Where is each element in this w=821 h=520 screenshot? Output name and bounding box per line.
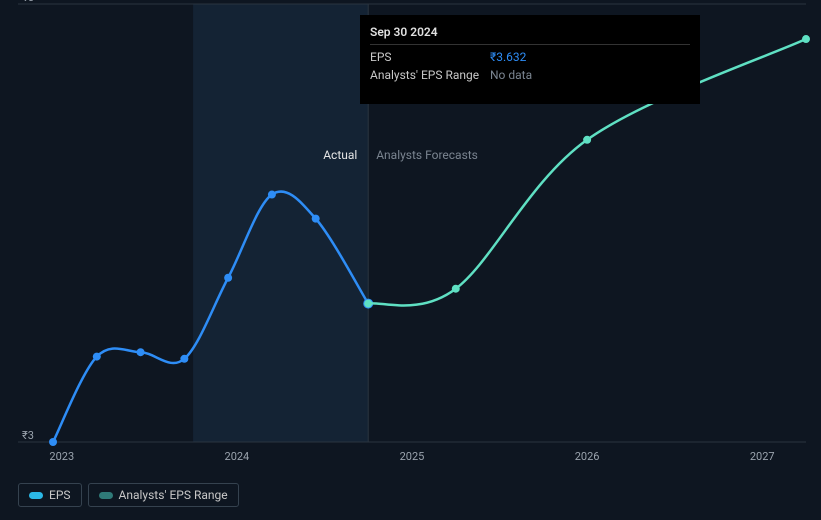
svg-text:2023: 2023 xyxy=(49,450,74,463)
data-point[interactable] xyxy=(364,300,372,308)
legend-item[interactable]: Analysts' EPS Range xyxy=(88,483,239,507)
svg-text:2026: 2026 xyxy=(575,450,600,463)
svg-text:2024: 2024 xyxy=(225,450,250,463)
data-point[interactable] xyxy=(583,136,591,144)
data-point[interactable] xyxy=(268,191,276,199)
data-point[interactable] xyxy=(224,274,232,282)
data-point[interactable] xyxy=(93,353,101,361)
actual-region-label: Actual xyxy=(323,148,357,162)
tooltip-label: Analysts' EPS Range xyxy=(370,66,490,84)
tooltip-value: No data xyxy=(490,66,532,84)
tooltip-value: ₹3.632 xyxy=(490,48,526,66)
tooltip-row: EPS₹3.632 xyxy=(370,48,690,66)
data-point[interactable] xyxy=(802,35,810,43)
svg-text:2027: 2027 xyxy=(750,450,775,463)
tooltip-date: Sep 30 2024 xyxy=(370,23,690,45)
legend-swatch xyxy=(99,492,113,499)
svg-text:₹3: ₹3 xyxy=(22,429,34,442)
legend-label: EPS xyxy=(49,488,71,502)
data-point[interactable] xyxy=(49,438,57,446)
legend-item[interactable]: EPS xyxy=(18,483,82,507)
svg-text:₹5: ₹5 xyxy=(22,0,34,4)
data-point[interactable] xyxy=(452,285,460,293)
tooltip-row: Analysts' EPS RangeNo data xyxy=(370,66,690,84)
chart-legend: EPS Analysts' EPS Range xyxy=(18,483,239,507)
legend-label: Analysts' EPS Range xyxy=(119,488,228,502)
data-point[interactable] xyxy=(312,215,320,223)
tooltip-label: EPS xyxy=(370,48,490,66)
eps-chart: ₹3 ₹5 2023 2024 2025 2026 2027 Actual Analysts… xyxy=(0,0,821,520)
data-point[interactable] xyxy=(180,355,188,363)
legend-swatch xyxy=(29,492,43,499)
svg-text:2025: 2025 xyxy=(400,450,425,463)
forecast-region-label: Analysts Forecasts xyxy=(376,148,478,162)
data-point[interactable] xyxy=(137,348,145,356)
hover-tooltip: Sep 30 2024 EPS₹3.632Analysts' EPS Range… xyxy=(360,15,700,104)
